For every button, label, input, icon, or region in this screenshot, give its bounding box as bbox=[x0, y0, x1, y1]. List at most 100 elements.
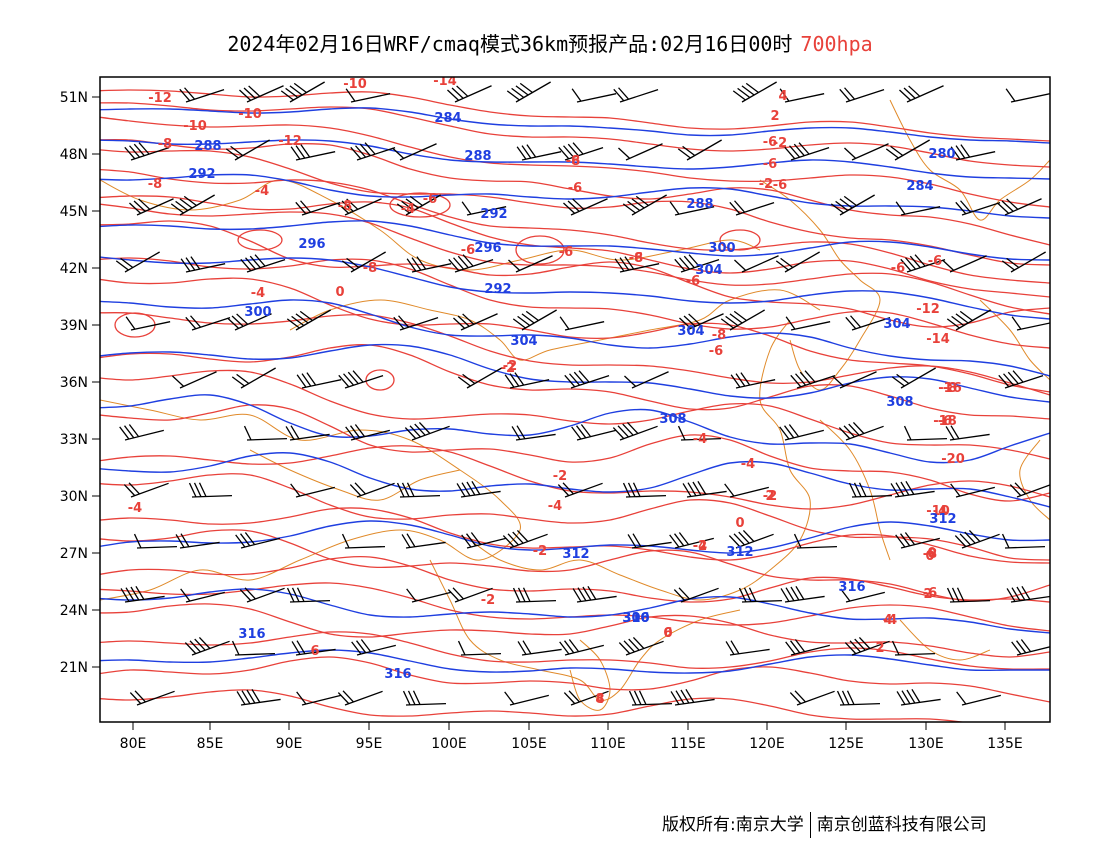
wind-barb bbox=[517, 640, 562, 656]
height-contour-line bbox=[100, 220, 1050, 261]
height-contour-line bbox=[100, 173, 1050, 219]
wind-barb bbox=[1001, 533, 1045, 549]
height-contour-line bbox=[100, 452, 1050, 508]
wind-barb bbox=[903, 425, 947, 441]
temperature-contour-line bbox=[100, 529, 1050, 602]
wind-barb bbox=[290, 483, 335, 498]
wind-barb bbox=[997, 198, 1042, 216]
wind-barb bbox=[730, 372, 776, 389]
wind-barb bbox=[670, 688, 715, 706]
wind-barb bbox=[184, 636, 230, 656]
x-tick-label: 105E bbox=[511, 736, 547, 752]
temperature-label: -2 bbox=[503, 359, 517, 374]
wind-barb bbox=[172, 371, 217, 389]
temperature-label: -6 bbox=[763, 135, 777, 150]
wind-barb bbox=[677, 139, 722, 161]
temperature-label: -4 bbox=[255, 184, 269, 199]
temperature-closed-contour bbox=[515, 235, 565, 265]
x-tick-label: 95E bbox=[356, 736, 383, 752]
temperature-contour-line bbox=[100, 344, 1050, 420]
temperature-label: -6 bbox=[461, 243, 475, 258]
wind-barb bbox=[950, 483, 995, 498]
wind-barb bbox=[998, 370, 1044, 389]
height-contour-line bbox=[100, 256, 1050, 320]
wind-barb bbox=[790, 370, 836, 389]
wind-barb bbox=[235, 532, 280, 549]
x-tick-label: 110E bbox=[590, 736, 626, 752]
temperature-label: -8 bbox=[566, 154, 580, 169]
temperature-label: 0 bbox=[927, 546, 936, 561]
height-label: 296 bbox=[474, 241, 501, 256]
wind-barb bbox=[839, 87, 885, 103]
wind-barb bbox=[885, 139, 930, 161]
temperature-contour-line bbox=[100, 603, 1050, 658]
y-tick-label: 48N bbox=[60, 147, 88, 163]
y-tick-label: 33N bbox=[60, 432, 88, 448]
wind-barb bbox=[942, 255, 987, 273]
x-tick-label: 120E bbox=[749, 736, 785, 752]
wind-barb bbox=[899, 85, 944, 103]
temperature-label: 6 bbox=[310, 644, 319, 659]
y-tick-label: 36N bbox=[60, 375, 88, 391]
border-line bbox=[899, 619, 991, 661]
wind-barb bbox=[559, 316, 605, 331]
wind-barb bbox=[564, 370, 610, 389]
wind-barb bbox=[286, 309, 331, 331]
wind-barb bbox=[456, 480, 501, 498]
wind-barb bbox=[125, 316, 171, 331]
wind-barb bbox=[393, 315, 439, 331]
temperature-label: -4 bbox=[251, 286, 265, 301]
wind-barb bbox=[345, 88, 391, 103]
border-line bbox=[819, 419, 891, 561]
wind-barb bbox=[448, 254, 494, 273]
temperature-contour-line bbox=[100, 220, 1050, 328]
temperature-label: 2 bbox=[923, 587, 932, 602]
wind-barb bbox=[945, 425, 990, 441]
wind-barb bbox=[502, 529, 548, 549]
height-contour-line bbox=[100, 520, 1050, 554]
temperature-closed-contour bbox=[237, 229, 283, 251]
wind-barb bbox=[844, 143, 889, 161]
temperature-contour-line bbox=[100, 555, 1050, 603]
wind-barb bbox=[844, 636, 890, 656]
wind-barb bbox=[624, 371, 669, 389]
wind-barb bbox=[677, 425, 721, 441]
wind-barb bbox=[123, 482, 169, 498]
temperature-label: 2 bbox=[765, 489, 774, 504]
wind-barb bbox=[891, 367, 936, 389]
temperature-label: -6 bbox=[423, 192, 437, 207]
height-label: 300 bbox=[622, 611, 649, 626]
pressure-level: 700hpa bbox=[800, 32, 873, 56]
y-tick-label: 24N bbox=[60, 603, 88, 619]
wind-barb bbox=[946, 309, 991, 331]
temperature-contour-line bbox=[100, 149, 1050, 266]
border-line bbox=[249, 449, 461, 501]
y-tick-label: 21N bbox=[60, 660, 88, 676]
wind-barb bbox=[402, 690, 446, 706]
wind-barb bbox=[120, 585, 165, 603]
height-contour-line bbox=[100, 107, 1050, 144]
wind-barb bbox=[669, 532, 714, 549]
wind-barb bbox=[724, 483, 769, 498]
height-contour-line bbox=[100, 139, 1050, 180]
wind-barb bbox=[734, 255, 779, 273]
temperature-label: -6 bbox=[923, 586, 937, 601]
height-label: 316 bbox=[622, 611, 649, 626]
wind-barb bbox=[832, 371, 877, 389]
wind-barb bbox=[793, 533, 837, 549]
height-label: 312 bbox=[726, 545, 753, 560]
y-axis-ticks: 51N 48N 45N 42N 39N 36N 33N 30N 27N 24N 21N bbox=[60, 90, 100, 676]
temperature-contour-line bbox=[100, 277, 1050, 393]
wind-barb bbox=[571, 424, 616, 441]
wind-barb bbox=[179, 87, 225, 103]
temperature-label: -10 bbox=[238, 107, 262, 122]
wind-barb bbox=[780, 585, 825, 603]
temperature-label: 2 bbox=[770, 109, 779, 124]
wind-barb bbox=[848, 482, 892, 498]
wind-barb bbox=[612, 421, 658, 441]
wind-barb bbox=[738, 587, 782, 603]
y-tick-label: 42N bbox=[60, 261, 88, 277]
wind-barb bbox=[895, 201, 941, 216]
temperature-contour-line bbox=[100, 369, 1050, 460]
